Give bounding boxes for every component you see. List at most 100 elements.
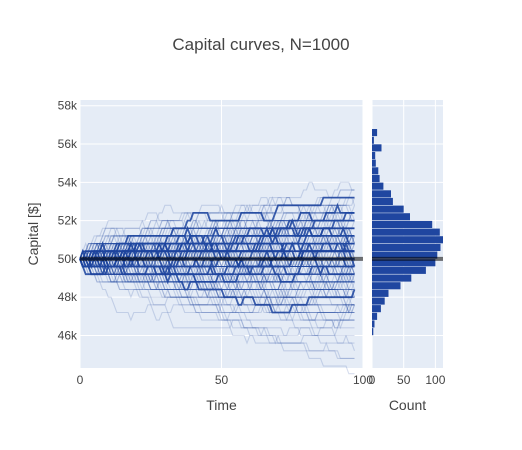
histogram-bar [372, 328, 374, 336]
capital-path [79, 197, 355, 260]
capital-path [80, 204, 356, 260]
capital-path [80, 235, 355, 268]
capital-path [80, 258, 355, 344]
capital-path [80, 220, 355, 261]
capital-path [80, 197, 355, 260]
capital-path [80, 243, 355, 275]
capital-path [79, 258, 355, 298]
capital-path [80, 258, 355, 345]
histogram-bar [372, 297, 385, 305]
capital-path [80, 227, 356, 260]
capital-path [80, 226, 355, 269]
capital-path [80, 212, 355, 260]
capital-path [80, 227, 355, 260]
capital-path [80, 258, 355, 321]
histogram-bar [372, 175, 380, 183]
capital-path [80, 235, 355, 275]
capital-path [79, 258, 356, 351]
histogram-bar [372, 152, 376, 160]
y-tick-label: 56k [58, 137, 78, 151]
capital-path [79, 243, 355, 314]
histogram-bar [372, 182, 384, 190]
capital-path [80, 235, 355, 268]
capital-path [80, 250, 356, 299]
histogram-bar [372, 213, 410, 221]
y-tick-label: 58k [58, 99, 78, 113]
y-tick-label: 50k [58, 252, 78, 266]
y-tick-label: 54k [58, 175, 78, 189]
capital-path [80, 258, 356, 298]
capital-path [80, 189, 355, 275]
capital-path [79, 258, 355, 330]
capital-path [80, 227, 355, 261]
capital-path [80, 243, 355, 291]
capital-path [80, 219, 355, 260]
capital-path [80, 220, 355, 260]
capital-path [79, 250, 355, 276]
y-tick-label: 52k [58, 214, 78, 228]
capital-path [79, 243, 355, 268]
capital-path [79, 258, 356, 291]
capital-path [80, 249, 355, 283]
capital-path [80, 258, 355, 306]
histogram-x-tick-label: 100 [425, 373, 445, 387]
capital-path [79, 234, 355, 268]
x-axis-label: Time [206, 397, 237, 413]
capital-path [80, 235, 355, 275]
capital-path [80, 258, 355, 291]
capital-path [79, 181, 355, 268]
capital-path [79, 226, 355, 275]
capital-path [80, 181, 355, 260]
capital-path [80, 258, 355, 359]
capital-path [80, 235, 355, 275]
histogram-bar [372, 136, 374, 144]
capital-path [80, 212, 356, 260]
chart-title: Capital curves, N=1000 [172, 35, 349, 54]
capital-path [79, 197, 356, 275]
histogram-bar [372, 266, 426, 274]
capital-path [80, 258, 356, 298]
capital-path [80, 250, 355, 268]
capital-path [79, 242, 355, 321]
capital-path [80, 250, 355, 337]
capital-path [80, 250, 355, 283]
capital-path [80, 250, 355, 291]
histogram-bar [372, 274, 412, 282]
capital-path [80, 258, 356, 315]
capital-path [80, 258, 355, 298]
y-tick-label: 46k [58, 328, 78, 342]
capital-path [80, 258, 355, 299]
capital-path [80, 197, 355, 260]
capital-path [79, 227, 355, 285]
capital-path [80, 258, 355, 329]
histogram-bar [372, 282, 401, 290]
capital-path [80, 250, 355, 292]
capital-path [80, 249, 355, 284]
capital-path [80, 258, 355, 291]
capital-path [80, 234, 355, 260]
capital-path [79, 227, 355, 261]
capital-path [80, 258, 355, 306]
capital-path [80, 258, 355, 314]
capital-path [79, 235, 355, 306]
histogram-plot-area: 0 50 100 Count [369, 100, 446, 413]
capital-path [80, 220, 355, 260]
capital-path [80, 235, 356, 275]
capital-path [80, 227, 355, 260]
histogram-bar [372, 289, 389, 297]
capital-path [80, 243, 355, 314]
histogram-bar [372, 144, 382, 152]
capital-path [80, 243, 355, 268]
histogram-bar [372, 197, 393, 205]
capital-path [79, 204, 355, 260]
capital-path [79, 250, 355, 314]
histogram-bar [372, 190, 391, 198]
capital-path [80, 220, 355, 268]
y-tick-labels: 46k 48k 50k 52k 54k 56k 58k [58, 99, 78, 343]
y-tick-label: 48k [58, 290, 78, 304]
capital-path [80, 203, 355, 275]
capital-path [79, 204, 355, 260]
capital-path [80, 205, 356, 268]
capital-path [80, 250, 356, 268]
capital-path [80, 258, 355, 299]
